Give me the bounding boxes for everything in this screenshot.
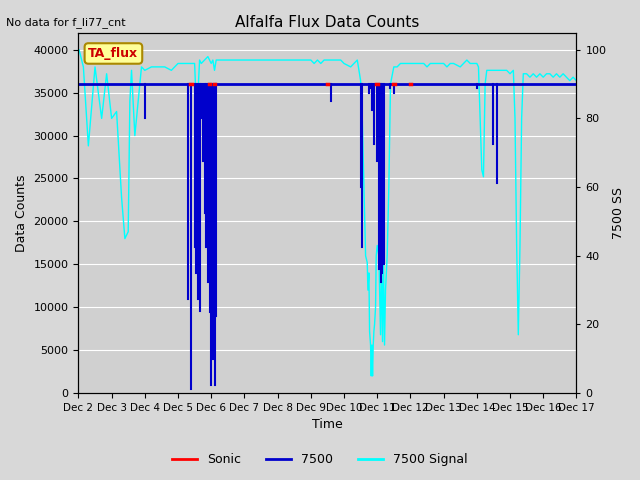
Text: TA_flux: TA_flux	[88, 47, 138, 60]
Y-axis label: Data Counts: Data Counts	[15, 174, 28, 252]
Legend: Sonic, 7500, 7500 Signal: Sonic, 7500, 7500 Signal	[167, 448, 473, 471]
Title: Alfalfa Flux Data Counts: Alfalfa Flux Data Counts	[236, 15, 420, 30]
X-axis label: Time: Time	[312, 419, 343, 432]
Y-axis label: 7500 SS: 7500 SS	[612, 187, 625, 239]
Text: No data for f_li77_cnt: No data for f_li77_cnt	[6, 17, 126, 28]
